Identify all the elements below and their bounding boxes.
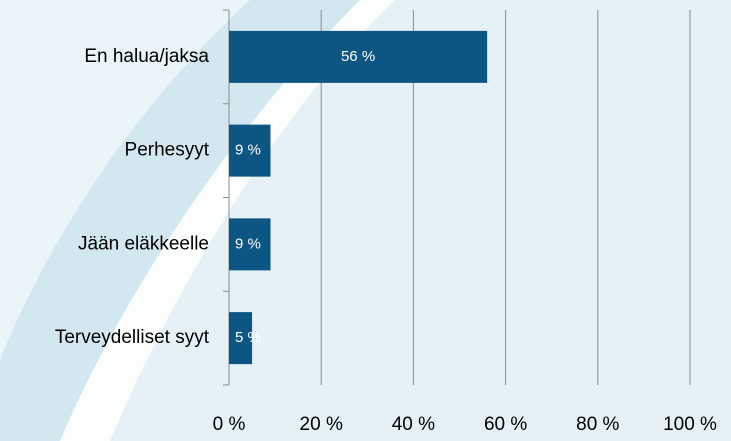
x-tick-label: 20 %	[300, 414, 343, 435]
category-label: Jään eläkkeelle	[78, 233, 209, 254]
x-tick-label: 0 %	[213, 414, 246, 435]
value-label: 5 %	[235, 329, 261, 346]
bar	[229, 30, 488, 83]
category-label: Perhesyyt	[125, 140, 210, 161]
swoosh	[0, 0, 360, 441]
value-label: 9 %	[235, 142, 261, 159]
value-label: 56 %	[341, 48, 375, 65]
bar	[229, 312, 253, 365]
swoosh-light	[60, 0, 395, 441]
x-tick-label: 40 %	[392, 414, 435, 435]
swoosh-right	[110, 0, 731, 441]
bar	[229, 124, 271, 177]
x-tick-label: 100 %	[663, 414, 717, 435]
category-label: Terveydelliset syyt	[55, 327, 210, 348]
x-tick-label: 60 %	[484, 414, 527, 435]
x-tick-label: 80 %	[576, 414, 619, 435]
bar	[229, 218, 271, 271]
category-label: En halua/jaksa	[84, 46, 209, 67]
value-label: 9 %	[235, 235, 261, 252]
